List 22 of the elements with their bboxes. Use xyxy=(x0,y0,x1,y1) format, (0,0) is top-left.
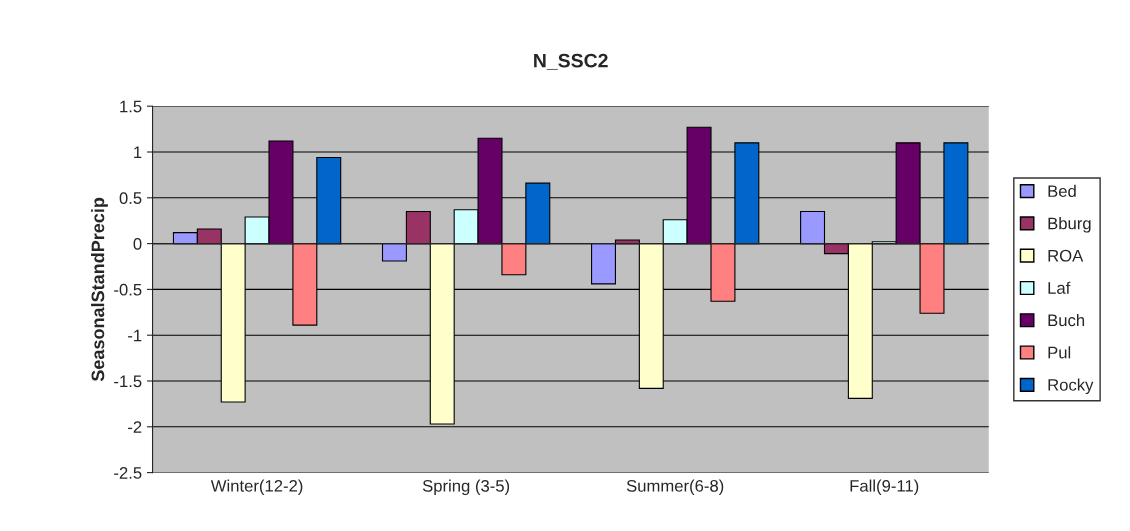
y-tick-label: -1.5 xyxy=(114,375,142,388)
y-tick-label: -2 xyxy=(128,421,142,433)
legend-label: Rocky xyxy=(1048,378,1094,395)
y-tick-label: 1 xyxy=(134,146,142,159)
y-tick-label: -0.5 xyxy=(114,283,142,296)
x-tick-label: Fall(9-11) xyxy=(850,479,919,496)
legend-label: Bburg xyxy=(1048,217,1091,233)
y-tick-label: 0 xyxy=(133,238,142,250)
y-tick-label: -1 xyxy=(128,329,142,342)
legend-label: Laf xyxy=(1048,281,1071,294)
y-tick-label: 0.5 xyxy=(119,192,142,204)
y-tick-label: -2.5 xyxy=(114,466,142,479)
y-tick-label: 1.5 xyxy=(120,100,142,113)
legend-label: Buch xyxy=(1048,313,1085,327)
x-tick-label: Summer(6-8) xyxy=(626,479,724,496)
legend-label: ROA xyxy=(1048,249,1084,262)
y-axis-title: SeasonalStandPrecip xyxy=(91,197,108,382)
chart-title: N_SSC2 xyxy=(534,53,608,70)
legend-label: Pul xyxy=(1048,346,1071,359)
x-tick-label: Spring (3-5) xyxy=(422,479,510,496)
x-tick-label: Winter(12-2) xyxy=(210,479,303,496)
legend-label: Bed xyxy=(1048,184,1076,198)
